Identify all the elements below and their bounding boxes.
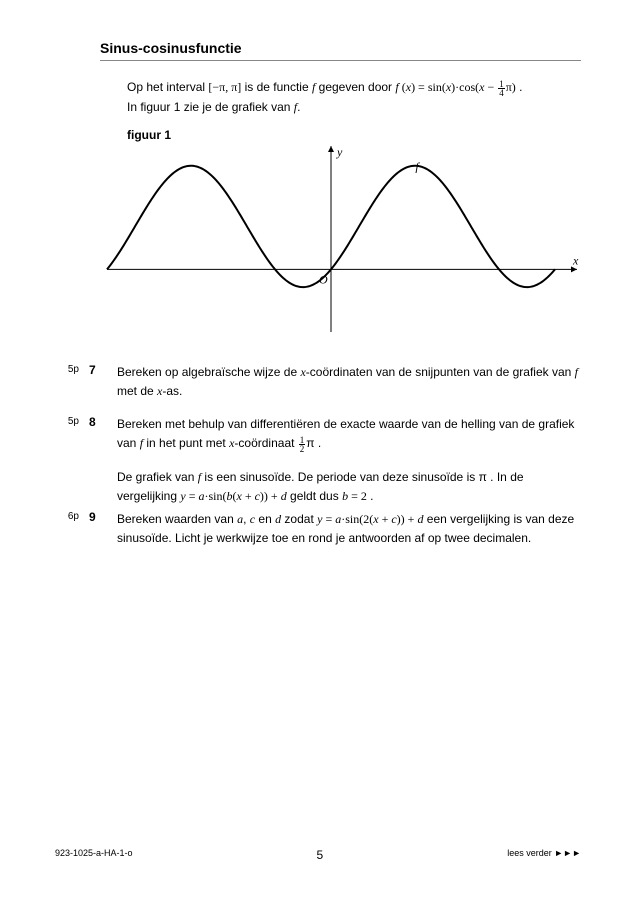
- points-label: 5p: [55, 363, 85, 375]
- question-number: 8: [85, 415, 117, 429]
- svg-text:y: y: [336, 145, 343, 159]
- question-text: Bereken waarden van a, c en d zodat y = …: [117, 510, 581, 548]
- question-7: 5p 7 Bereken op algebraïsche wijze de x-…: [55, 363, 581, 401]
- question-text: Bereken op algebraïsche wijze de x-coörd…: [117, 363, 581, 401]
- points-label: 6p: [55, 510, 85, 522]
- mid-paragraph: De grafiek van f is een sinusoïde. De pe…: [117, 468, 581, 506]
- page-footer: 923-1025-a-HA-1-o 5 lees verder ►►►: [55, 848, 581, 862]
- question-text: Bereken met behulp van differentiëren de…: [117, 415, 581, 453]
- question-number: 7: [85, 363, 117, 377]
- svg-text:x: x: [572, 253, 579, 267]
- sine-cosine-chart: yxOf: [103, 142, 583, 342]
- question-number: 9: [85, 510, 117, 524]
- footer-left: 923-1025-a-HA-1-o: [55, 848, 133, 862]
- intro-text: Op het interval [−π, π] is de functie f …: [127, 77, 581, 118]
- footer-page-number: 5: [317, 848, 324, 862]
- question-9: 6p 9 Bereken waarden van a, c en d zodat…: [55, 510, 581, 548]
- question-8: 5p 8 Bereken met behulp van differentiër…: [55, 415, 581, 453]
- title-rule: [100, 60, 581, 61]
- svg-text:O: O: [319, 272, 328, 286]
- footer-right: lees verder ►►►: [507, 848, 581, 862]
- figure-1: yxOf: [103, 142, 581, 345]
- figure-label: figuur 1: [127, 128, 581, 142]
- section-title: Sinus-cosinusfunctie: [100, 40, 581, 56]
- points-label: 5p: [55, 415, 85, 427]
